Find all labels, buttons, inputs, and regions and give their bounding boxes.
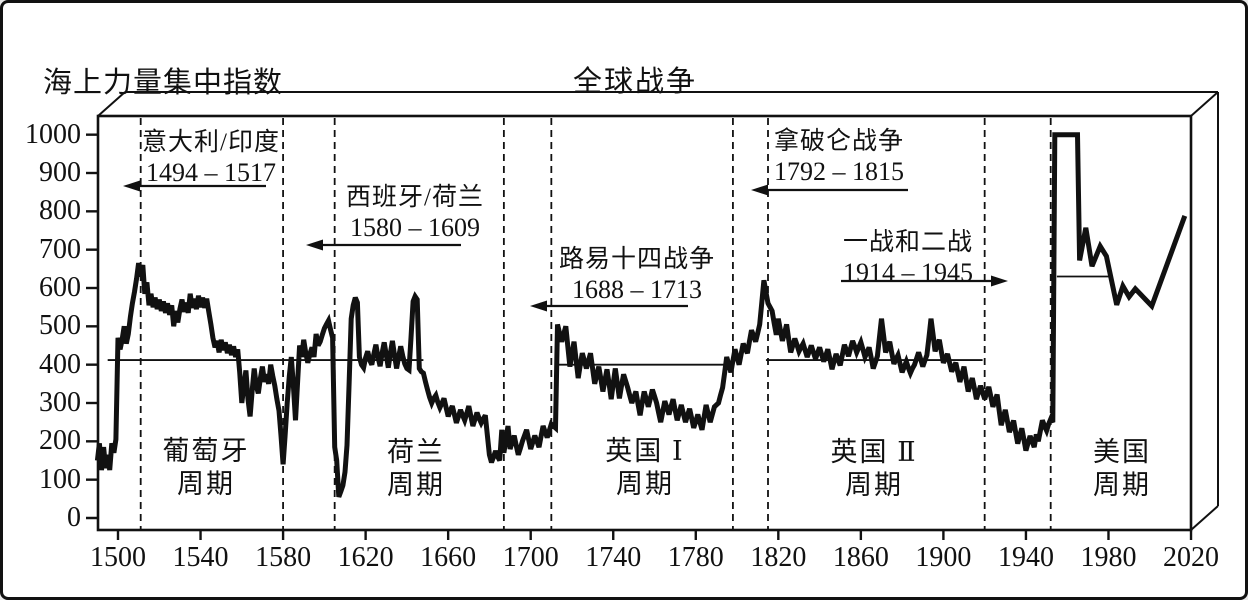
war-annotation-years: 1792 – 1815: [773, 157, 904, 186]
y-tick-label: 500: [39, 310, 81, 342]
x-tick-label: 1900: [915, 542, 972, 573]
arrowhead: [530, 300, 547, 312]
x-tick-label: 1740: [585, 542, 642, 573]
x-tick-label: 1700: [502, 542, 559, 573]
cycle-label-word: 周期: [1093, 470, 1151, 500]
war-annotation-years: 1494 – 1517: [145, 158, 276, 187]
cycle-label: 英国 Ⅰ 周期: [605, 435, 684, 501]
y-tick-label: 100: [39, 463, 81, 495]
cycle-label-name: 英国 Ⅰ: [605, 436, 685, 466]
x-tick-label: 2020: [1163, 542, 1220, 573]
x-tick-label: 1540: [172, 542, 229, 573]
y-tick-label: 900: [39, 157, 81, 188]
y-tick-label: 0: [67, 502, 81, 533]
war-annotation: 西班牙/荷兰 1580 – 1609: [346, 183, 484, 243]
war-annotation-years: 1580 – 1609: [349, 213, 480, 242]
cycle-label-name: 荷兰: [387, 437, 445, 467]
y-tick-label: 800: [39, 195, 81, 227]
war-annotation-name: 意大利/印度: [142, 129, 280, 156]
y-tick-label: 1000: [25, 118, 81, 150]
war-annotation: 一战和二战 1914 – 1945: [843, 228, 973, 288]
war-annotation-name: 一战和二战: [842, 229, 974, 256]
cycle-label-word: 周期: [615, 469, 674, 499]
x-tick-label: 1500: [90, 542, 146, 573]
cycle-label: 美国 周期: [1093, 436, 1151, 502]
cycle-label-word: 周期: [177, 469, 235, 499]
war-annotation: 路易十四战争 1688 – 1713: [559, 245, 715, 305]
war-annotation-years: 1688 – 1713: [571, 275, 702, 304]
x-tick-label: 1980: [1080, 542, 1137, 573]
x-tick-label: 1860: [832, 542, 889, 573]
arrowhead: [123, 180, 140, 192]
plot-box: [96, 114, 1193, 532]
war-annotation-years: 1914 – 1945: [842, 258, 973, 287]
x-tick-label: 1620: [337, 542, 394, 573]
y-tick-label: 600: [39, 272, 81, 303]
x-tick-label: 1820: [750, 542, 807, 573]
chart-canvas: [86, 91, 1219, 540]
cycle-label-name: 美国: [1093, 437, 1151, 467]
arrowhead: [751, 184, 768, 196]
x-tick-label: 1780: [667, 542, 724, 573]
x-tick-label: 1660: [420, 542, 477, 573]
cycle-label: 葡萄牙 周期: [163, 435, 250, 501]
y-tick-label: 300: [39, 387, 81, 418]
x-tick-label: 1580: [255, 542, 312, 573]
cycle-label-name: 葡萄牙: [162, 436, 250, 466]
cycle-label: 英国 Ⅱ 周期: [830, 436, 917, 502]
cycle-label: 荷兰 周期: [387, 436, 445, 502]
arrowhead: [991, 275, 1008, 287]
war-annotation: 意大利/印度 1494 – 1517: [142, 128, 280, 188]
y-tick-label: 700: [39, 233, 81, 265]
x-tick-label: 1940: [997, 542, 1054, 573]
war-annotation-name: 路易十四战争: [558, 246, 716, 273]
y-tick-label: 400: [39, 348, 81, 380]
war-annotation: 拿破仑战争 1792 – 1815: [774, 127, 904, 187]
arrowhead: [306, 239, 323, 251]
y-axis-title: 海上力量集中指数: [43, 67, 284, 99]
box-corner-diagonal: [1190, 505, 1219, 531]
war-annotation-name: 拿破仑战争: [773, 128, 905, 155]
cycle-label-name: 英国 Ⅱ: [830, 437, 918, 467]
cycle-label-word: 周期: [844, 470, 903, 500]
war-annotation-name: 西班牙/荷兰: [346, 184, 484, 211]
box-corner-diagonal: [1190, 91, 1219, 117]
cycle-label-word: 周期: [387, 470, 445, 500]
box-corner-diagonal: [97, 91, 126, 117]
y-tick-label: 200: [39, 425, 81, 457]
sea-power-series-line: [94, 132, 1188, 498]
